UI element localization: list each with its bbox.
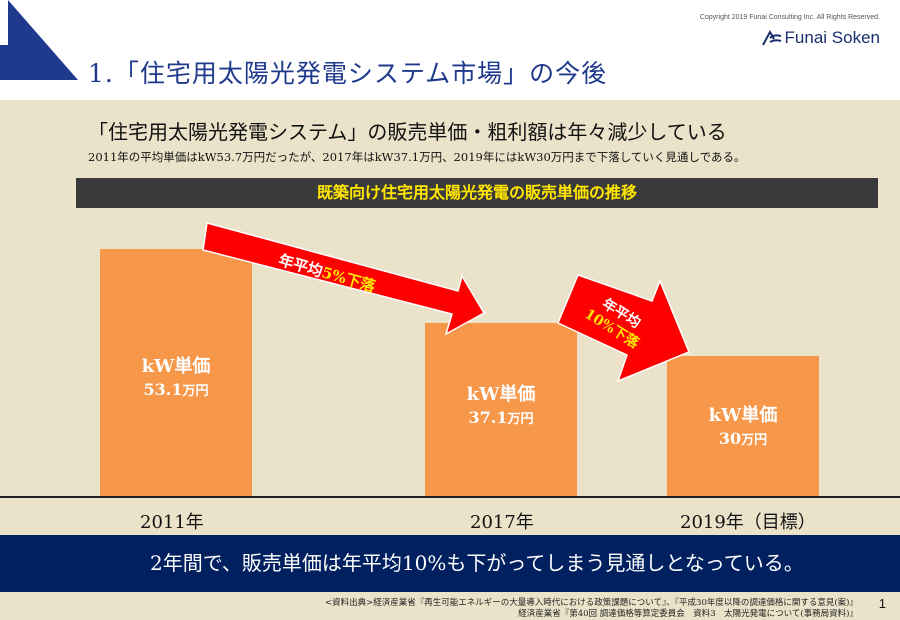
- bar-value: 37.1万円: [468, 408, 534, 428]
- bar-0: [100, 249, 252, 496]
- bar-label-prefix: kW単価: [141, 356, 211, 377]
- x-tick-label: 2019年（目標）: [680, 512, 816, 533]
- logo-text: Funai Soken: [784, 28, 880, 47]
- x-tick-label: 2011年: [140, 512, 204, 533]
- copyright: Copyright 2019 Funai Consulting Inc. All…: [699, 14, 880, 21]
- bar-value: 53.1万円: [143, 380, 209, 400]
- source-line-1: <資料出典>経済産業省『再生可能エネルギーの大量導入時代における政策課題について…: [325, 598, 858, 608]
- bar-data-label: kW単価 37.1万円: [425, 383, 577, 429]
- bar-1: [425, 323, 577, 496]
- chart-baseline: [0, 496, 900, 498]
- bar-2: [667, 356, 819, 496]
- page-title: 1.「住宅用太陽光発電システム市場」の今後: [88, 59, 608, 88]
- company-logo: Funai Soken: [761, 28, 880, 48]
- chart-title: 既築向け住宅用太陽光発電の販売単価の推移: [76, 178, 878, 208]
- subtitle: 「住宅用太陽光発電システム」の販売単価・粗利額は年々減少している: [88, 120, 727, 144]
- bar-data-label: kW単価 53.1万円: [100, 355, 252, 401]
- lead-text: 2011年の平均単価はkW53.7万円だったが、2017年はkW37.1万円、2…: [88, 150, 746, 164]
- logo-wave-icon: [761, 30, 781, 46]
- source-line-2: 経済産業省『第40回 調達価格等算定委員会 資料3 太陽光発電について(事務局資…: [518, 609, 858, 619]
- page-number: 1: [878, 596, 886, 611]
- x-tick-label: 2017年: [470, 512, 534, 533]
- conclusion-banner: 2年間で、販売単価は年平均10%も下がってしまう見通しとなっている。: [0, 535, 900, 592]
- arrow-10pct: [557, 274, 690, 383]
- corner-triangle-decoration: [0, 0, 78, 80]
- bar-value: 30万円: [718, 429, 768, 449]
- bar-label-prefix: kW単価: [466, 384, 536, 405]
- header-area: [0, 0, 900, 100]
- arrow-5pct: [202, 222, 486, 336]
- bar-data-label: kW単価 30万円: [667, 404, 819, 450]
- bar-label-prefix: kW単価: [708, 405, 778, 426]
